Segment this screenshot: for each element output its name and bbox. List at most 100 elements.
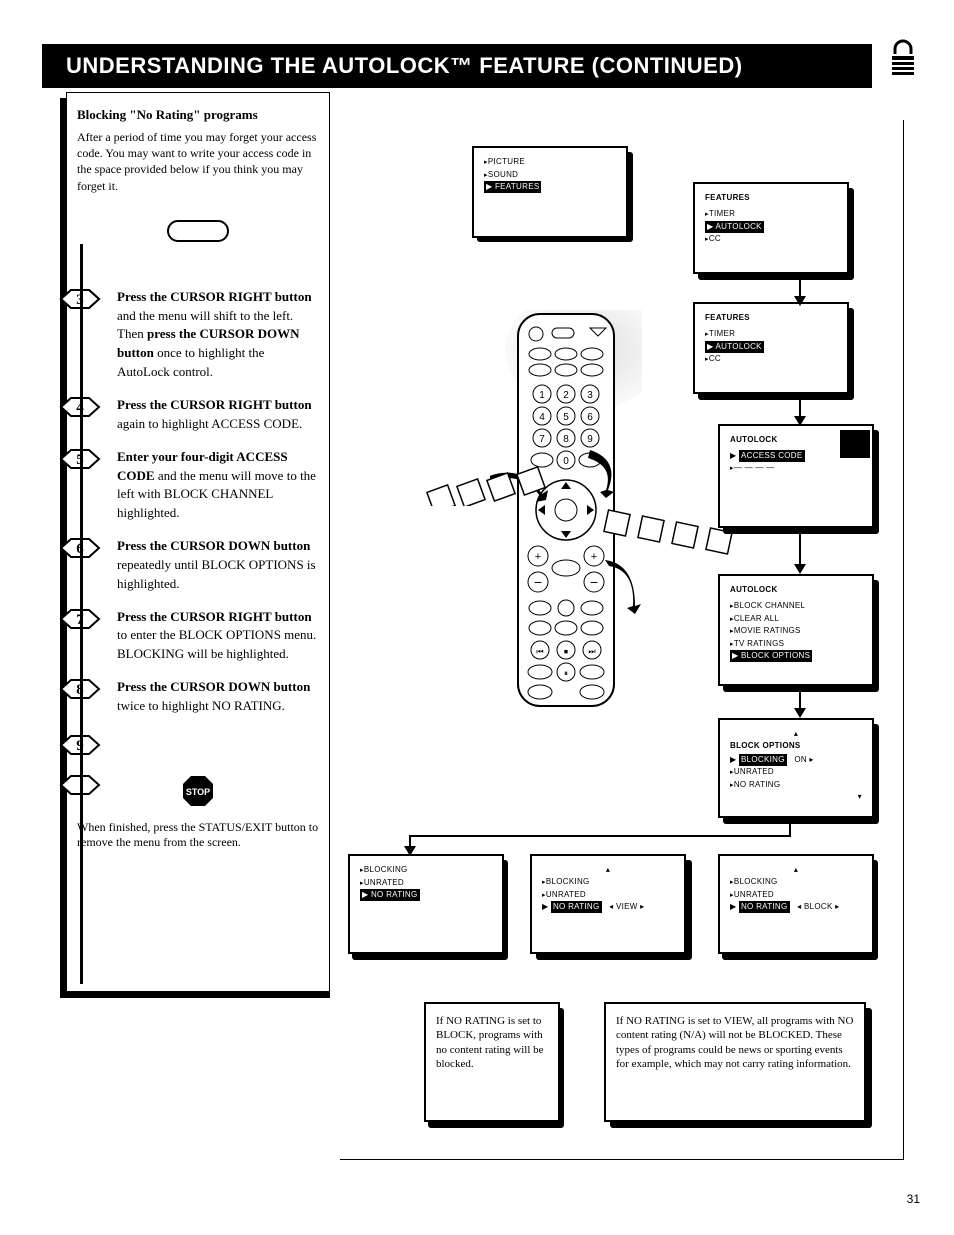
menu-item: CLEAR ALL — [730, 613, 862, 626]
svg-text:STOP: STOP — [186, 787, 210, 797]
menu-title: FEATURES — [705, 312, 837, 324]
menu-item-hl: ▶ NO RATING ◂ BLOCK ▸ — [730, 901, 862, 913]
menu-item: SOUND — [484, 169, 616, 182]
osd-menu-blockoptions: ▴ BLOCK OPTIONS ▶ BLOCKING ON ▸ UNRATED … — [718, 718, 874, 818]
menu-item-hl: ▶ BLOCKING ON ▸ — [730, 754, 862, 766]
menu-item-hl: ▶ NO RATING — [360, 889, 492, 901]
menu-item: BLOCKING — [542, 876, 674, 889]
menu-item: UNRATED — [730, 766, 862, 779]
step-8: 8 Press the CURSOR DOWN button twice to … — [77, 678, 319, 716]
svg-text:⏭: ⏭ — [588, 647, 595, 656]
svg-text:−: − — [590, 574, 598, 590]
svg-text:6: 6 — [587, 412, 593, 423]
arrow-branch-icon — [380, 822, 800, 856]
manual-page: UNDERSTANDING THE AUTOLOCK™ FEATURE (CON… — [0, 0, 954, 1235]
card-heading: Blocking "No Rating" programs — [77, 107, 319, 123]
osd-menu-autolock-2: AUTOLOCK BLOCK CHANNEL CLEAR ALL MOVIE R… — [718, 574, 874, 686]
page-title-text: UNDERSTANDING THE AUTOLOCK™ FEATURE (CON… — [66, 53, 743, 78]
menu-item: BLOCK CHANNEL — [730, 600, 862, 613]
menu-item: BLOCKING — [730, 876, 862, 889]
arrow-down-icon — [792, 688, 808, 718]
svg-text:⏹: ⏹ — [564, 647, 568, 656]
note-view: If NO RATING is set to VIEW, all program… — [604, 1002, 866, 1122]
svg-text:5: 5 — [563, 412, 569, 423]
svg-text:4: 4 — [539, 412, 545, 423]
menu-title: BLOCK OPTIONS — [730, 740, 862, 752]
svg-text:7: 7 — [539, 434, 545, 445]
page-number: 31 — [0, 1192, 920, 1206]
svg-text:+: + — [535, 551, 541, 563]
steps-list: 1 2 3 Press the CURSOR RIGHT button and … — [77, 288, 319, 716]
menu-item: — — — — — [730, 462, 862, 475]
code-slot-icon — [167, 220, 229, 242]
stop-sign-icon: STOP — [181, 774, 215, 808]
osd-menu-block-view: ▴ BLOCKING UNRATED ▶ NO RATING ◂ VIEW ▸ — [530, 854, 686, 954]
step-7-bold: Press the CURSOR RIGHT button — [117, 609, 312, 624]
figure-area: 1 2 3 4 5 6 7 8 9 0 + — [340, 120, 904, 1160]
osd-menu-features-2: FEATURES TIMER ▶ AUTOLOCK CC — [693, 302, 849, 394]
step-3-bold: Press the CURSOR RIGHT button — [117, 289, 312, 304]
svg-text:2: 2 — [563, 390, 569, 401]
step-4: 4 Press the CURSOR RIGHT button again to… — [77, 396, 319, 434]
card-bottom-text: When finished, press the STATUS/EXIT but… — [77, 820, 319, 851]
svg-text:8: 8 — [563, 434, 569, 445]
osd-menu-block-block: ▴ BLOCKING UNRATED ▶ NO RATING ◂ BLOCK ▸ — [718, 854, 874, 954]
menu-item-hl: ▶ AUTOLOCK — [705, 341, 837, 353]
menu-tri-up: ▴ — [730, 864, 862, 876]
code-box-row — [77, 220, 319, 242]
card-intro: After a period of time you may forget yo… — [77, 129, 319, 194]
menu-tri-down: ▾ — [730, 791, 862, 803]
arrow-down-icon — [792, 530, 808, 574]
stop-row: STOP — [77, 774, 319, 812]
code-black-box — [840, 430, 870, 458]
padlock-icon — [888, 38, 918, 78]
note-block: If NO RATING is set to BLOCK, programs w… — [424, 1002, 560, 1122]
osd-menu-block-9: BLOCKING UNRATED ▶ NO RATING — [348, 854, 504, 954]
menu-item-hl: ▶ BLOCK OPTIONS — [730, 650, 862, 662]
menu-item: UNRATED — [542, 889, 674, 902]
svg-text:1: 1 — [539, 390, 545, 401]
step-7: 7 Press the CURSOR RIGHT button to enter… — [77, 608, 319, 665]
menu-title: AUTOLOCK — [730, 584, 862, 596]
osd-menu-main: PICTURE SOUND ▶ FEATURES — [472, 146, 628, 238]
code-diamond-row — [424, 456, 624, 511]
step-7-rest: to enter the BLOCK OPTIONS menu. BLOCKIN… — [117, 627, 316, 661]
menu-item: CC — [705, 353, 837, 366]
svg-text:⏸: ⏸ — [564, 669, 568, 678]
step-6: 6 Press the CURSOR DOWN button repeatedl… — [77, 537, 319, 594]
intro-text: After a period of time you may forget yo… — [77, 130, 316, 193]
instruction-card: Blocking "No Rating" programs After a pe… — [66, 92, 330, 992]
arrow-down-icon — [792, 276, 808, 306]
menu-item: NO RATING — [730, 779, 862, 792]
step-8-rest: twice to highlight NO RATING. — [117, 698, 285, 713]
step-rail — [80, 244, 83, 984]
menu-item: TIMER — [705, 328, 837, 341]
menu-item-hl: ▶ AUTOLOCK — [705, 221, 837, 233]
menu-item: TV RATINGS — [730, 638, 862, 651]
step-3: 3 Press the CURSOR RIGHT button and the … — [77, 288, 319, 382]
svg-text:⏮: ⏮ — [536, 647, 543, 656]
svg-text:+: + — [591, 551, 597, 563]
menu-item: MOVIE RATINGS — [730, 625, 862, 638]
step-6-bold: Press the CURSOR DOWN button — [117, 538, 310, 553]
step-6-rest: repeatedly until BLOCK OPTIONS is highli… — [117, 557, 316, 591]
menu-title: FEATURES — [705, 192, 837, 204]
menu-item-hl: ▶ NO RATING ◂ VIEW ▸ — [542, 901, 674, 913]
note2-text: If NO RATING is set to VIEW, all program… — [616, 1015, 853, 1070]
svg-text:9: 9 — [587, 434, 593, 445]
arrow-down-icon — [792, 396, 808, 426]
step-8-bold: Press the CURSOR DOWN button — [117, 679, 310, 694]
step-4-rest: again to highlight ACCESS CODE. — [117, 416, 302, 431]
menu-item: BLOCKING — [360, 864, 492, 877]
svg-text:−: − — [534, 574, 542, 590]
menu-item: TIMER — [705, 208, 837, 221]
menu-item: UNRATED — [360, 877, 492, 890]
menu-tri-up: ▴ — [730, 728, 862, 740]
osd-menu-features: FEATURES TIMER ▶ AUTOLOCK CC — [693, 182, 849, 274]
page-title-bar: UNDERSTANDING THE AUTOLOCK™ FEATURE (CON… — [42, 44, 872, 88]
menu-item: UNRATED — [730, 889, 862, 902]
menu-item: PICTURE — [484, 156, 616, 169]
menu-item: CC — [705, 233, 837, 246]
step-4-bold: Press the CURSOR RIGHT button — [117, 397, 312, 412]
svg-text:3: 3 — [587, 390, 593, 401]
